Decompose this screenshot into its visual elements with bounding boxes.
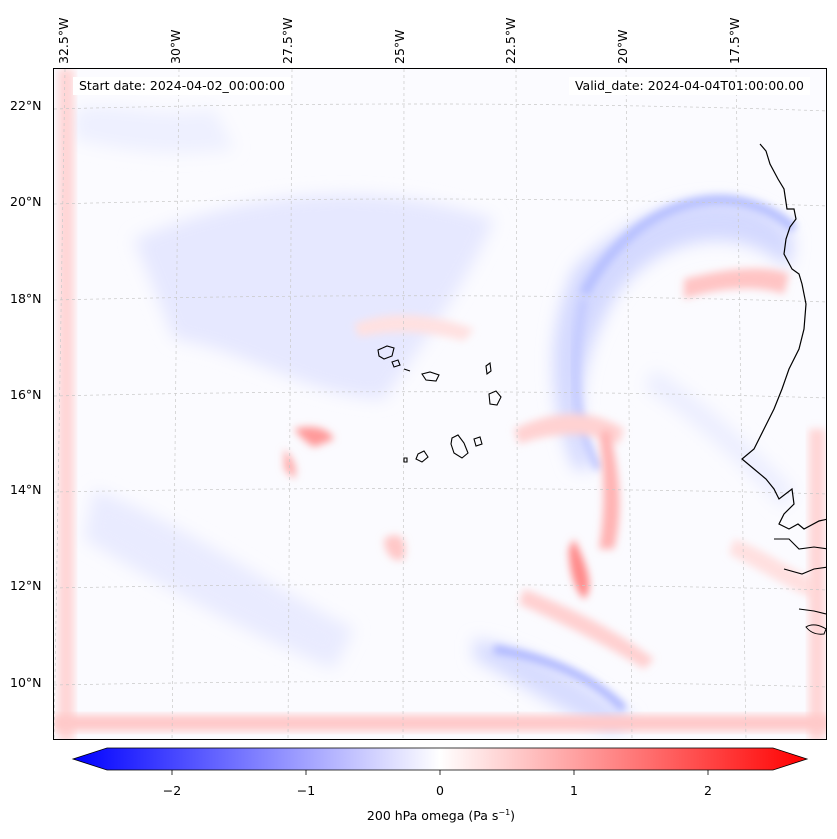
positive-omega-regions bbox=[284, 268, 814, 669]
boundary-bottom bbox=[54, 715, 826, 731]
lon-label: 22.5°W bbox=[503, 17, 518, 64]
start-date-label: Start date: 2024-04-02_00:00:00 bbox=[73, 77, 291, 95]
colorbar-label-close: ) bbox=[510, 808, 516, 824]
boundary-right bbox=[809, 429, 825, 739]
omega-field-map bbox=[54, 69, 826, 739]
lon-label: 25°W bbox=[392, 29, 407, 64]
african-coastline bbox=[741, 143, 826, 530]
lon-label: 30°W bbox=[168, 29, 183, 64]
coastline-bissau bbox=[783, 566, 826, 575]
colorbar-ticks bbox=[171, 770, 709, 775]
lat-label: 10°N bbox=[10, 675, 42, 690]
lat-label: 20°N bbox=[10, 194, 42, 209]
colorbar-tick-label: −1 bbox=[296, 783, 316, 798]
lon-label: 32.5°W bbox=[56, 17, 71, 64]
bijagos-islands bbox=[805, 624, 826, 635]
graticule bbox=[54, 69, 826, 739]
negative-band-3 bbox=[493, 645, 627, 712]
boundary-left bbox=[58, 69, 74, 739]
negative-band-2 bbox=[571, 298, 603, 472]
valid-date-label: Valid_date: 2024-04-04T01:00:00.00 bbox=[568, 77, 810, 95]
colorbar-tick-label: 1 bbox=[570, 783, 578, 798]
colorbar-label-unit-exponent: −1 bbox=[498, 808, 511, 817]
cape-verde-islands bbox=[377, 345, 502, 463]
colorbar-tick-label: 0 bbox=[436, 783, 444, 798]
coastline-south bbox=[774, 538, 826, 550]
lon-label: 27.5°W bbox=[280, 17, 295, 64]
lat-label: 12°N bbox=[10, 578, 42, 593]
colorbar-gradient bbox=[71, 747, 809, 771]
colorbar-tick-label: 2 bbox=[704, 783, 712, 798]
lon-label: 17.5°W bbox=[727, 17, 742, 64]
lat-label: 14°N bbox=[10, 482, 42, 497]
colorbar-label-text: 200 hPa omega (Pa s bbox=[366, 808, 499, 824]
lon-label: 20°W bbox=[615, 29, 630, 64]
lat-label: 16°N bbox=[10, 387, 42, 402]
colorbar-tick-label: −2 bbox=[162, 783, 182, 798]
negative-band bbox=[579, 195, 798, 297]
lat-label: 18°N bbox=[10, 291, 42, 306]
coastline-guinea bbox=[798, 608, 826, 615]
colorbar-label: 200 hPa omega (Pa s−1) bbox=[367, 808, 515, 823]
lat-label: 22°N bbox=[10, 98, 42, 113]
map-panel bbox=[53, 68, 827, 740]
